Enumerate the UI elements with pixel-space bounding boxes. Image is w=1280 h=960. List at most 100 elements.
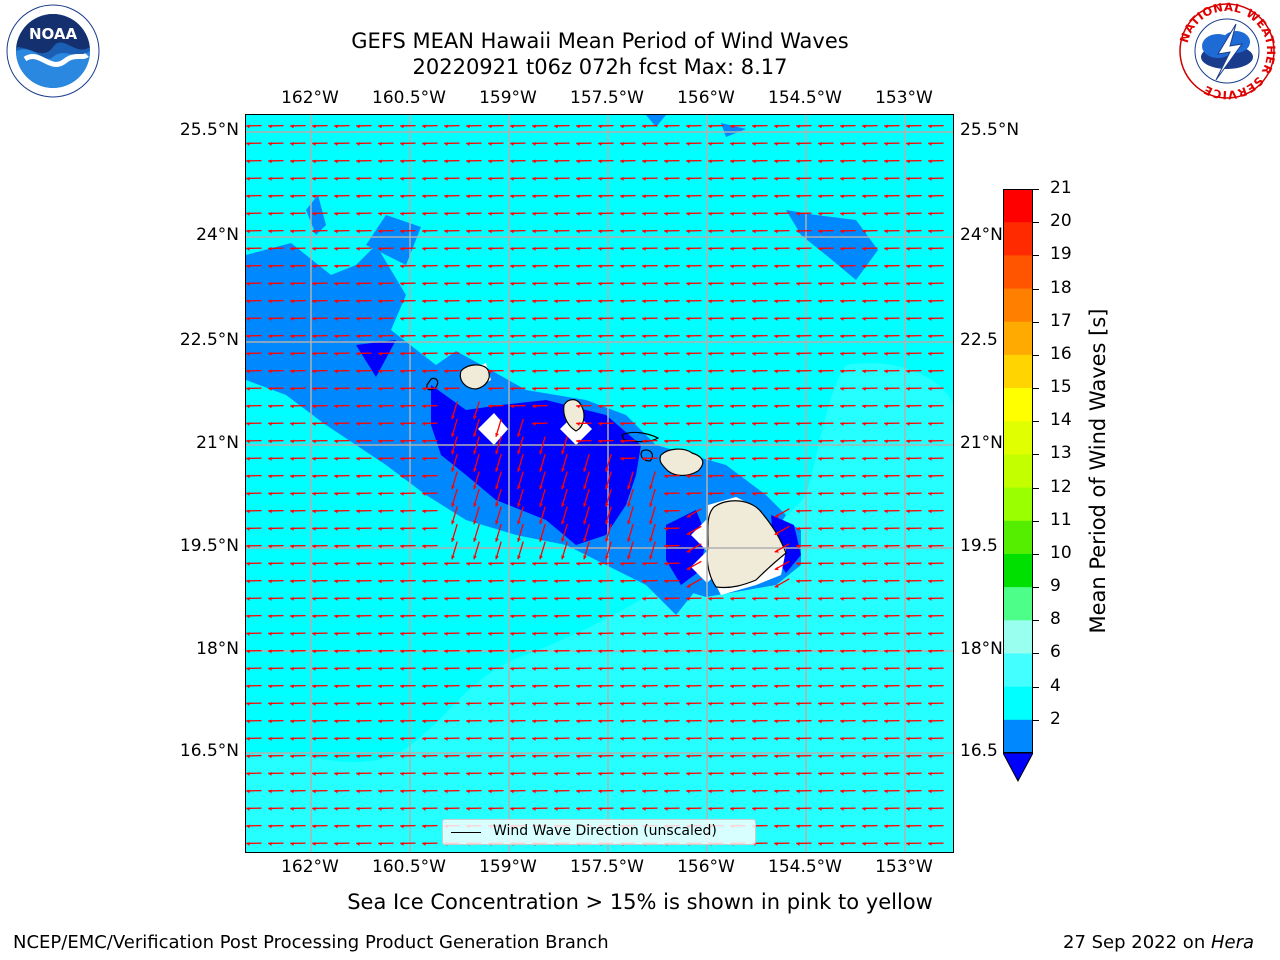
colorbar-tick-mark	[1033, 288, 1039, 290]
colorbar-tick-label: 10	[1050, 542, 1072, 563]
wave-direction-arrowhead	[664, 352, 668, 356]
wave-direction-arrowhead	[510, 649, 514, 654]
wave-direction-arrowhead	[268, 264, 272, 269]
wave-direction-arrowhead	[774, 299, 778, 304]
wave-direction-arrowhead	[576, 177, 580, 181]
wave-direction-arrowhead	[356, 299, 360, 304]
wave-direction-arrowhead	[312, 299, 316, 304]
wave-direction-arrowhead	[488, 719, 492, 724]
wave-direction-arrowhead	[620, 177, 624, 181]
wave-direction-arrowhead	[796, 614, 800, 619]
wave-direction-arrowhead	[444, 299, 448, 304]
wave-direction-arrowhead	[906, 737, 910, 741]
colorbar-tick-label: 11	[1050, 509, 1072, 530]
wave-direction-arrowhead	[334, 789, 338, 794]
wave-direction-arrowhead	[598, 387, 602, 391]
wave-direction-arrowhead	[708, 754, 712, 759]
wave-direction-arrowhead	[554, 194, 558, 199]
wave-direction-arrowhead	[268, 299, 272, 304]
wave-direction-arrowhead	[532, 194, 536, 199]
wave-direction-arrowhead	[752, 474, 756, 479]
wave-direction-arrowhead	[451, 415, 455, 420]
wave-direction-arrowhead	[605, 485, 609, 490]
wave-direction-arrowhead	[356, 159, 360, 164]
wave-direction-arrowhead	[466, 702, 470, 706]
wave-direction-arrowhead	[400, 439, 404, 444]
wave-direction-arrowhead	[686, 632, 690, 636]
wave-direction-arrowhead	[730, 177, 734, 181]
wave-direction-arrowhead	[605, 520, 609, 525]
wave-direction-arrowhead	[598, 667, 602, 671]
wave-direction-arrowhead	[554, 334, 558, 339]
wave-direction-arrowhead	[818, 579, 822, 584]
wave-direction-arrowhead	[268, 317, 272, 321]
wave-direction-arrowhead	[906, 719, 910, 724]
wave-direction-arrowhead	[466, 737, 470, 741]
wave-direction-arrowhead	[840, 247, 844, 251]
wave-direction-arrowhead	[649, 537, 653, 542]
wave-direction-arrowhead	[312, 632, 316, 636]
wave-direction-arrowhead	[620, 667, 624, 671]
wave-direction-arrowhead	[312, 159, 316, 164]
wave-direction-arrowhead	[642, 737, 646, 741]
wave-direction-arrowhead	[583, 502, 587, 507]
wave-direction-arrowhead	[686, 369, 690, 374]
wave-direction-arrowhead	[774, 702, 778, 706]
wave-direction-arrowhead	[840, 317, 844, 321]
wave-direction-arrowhead	[928, 299, 932, 304]
wave-direction-arrowhead	[246, 177, 250, 181]
wave-direction-arrowhead	[730, 597, 734, 601]
wave-direction-arrowhead	[517, 555, 521, 560]
wave-direction-arrowhead	[422, 142, 426, 146]
wave-direction-arrowhead	[642, 177, 646, 181]
wave-direction-arrowhead	[598, 789, 602, 794]
wave-direction-arrowhead	[444, 614, 448, 619]
wave-direction-arrowhead	[495, 537, 499, 542]
wave-direction-arrowhead	[818, 824, 822, 829]
wave-direction-arrowhead	[378, 317, 382, 321]
wave-direction-arrowhead	[620, 352, 624, 356]
island-hawaii	[706, 500, 787, 589]
wave-direction-arrowhead	[356, 614, 360, 619]
wave-direction-arrowhead	[730, 194, 734, 199]
wave-direction-arrowhead	[664, 194, 668, 199]
wave-direction-arrowhead	[312, 317, 316, 321]
wave-direction-arrowhead	[605, 555, 609, 560]
wave-direction-arrowhead	[290, 492, 294, 496]
wave-direction-arrowhead	[796, 369, 800, 374]
wave-direction-arrowhead	[906, 842, 910, 846]
wave-direction-arrowhead	[928, 404, 932, 409]
wave-direction-arrowhead	[510, 807, 514, 811]
wave-direction-arrowhead	[576, 334, 580, 339]
wave-direction-arrowhead	[334, 754, 338, 759]
wave-direction-arrowhead	[796, 334, 800, 339]
wave-direction-arrowhead	[620, 212, 624, 216]
wave-direction-arrowhead	[422, 457, 426, 461]
wave-direction-arrowhead	[708, 159, 712, 164]
wave-direction-arrowhead	[451, 467, 455, 472]
wave-direction-arrowhead	[598, 719, 602, 724]
wave-direction-arrowhead	[312, 282, 316, 286]
wave-direction-arrowhead	[620, 229, 624, 234]
wave-direction-arrowhead	[290, 632, 294, 636]
wave-direction-arrowhead	[488, 649, 492, 654]
wave-direction-arrowhead	[686, 531, 691, 536]
wave-direction-arrowhead	[539, 485, 543, 490]
wave-direction-arrowhead	[818, 194, 822, 199]
wave-direction-arrowhead	[818, 684, 822, 689]
wave-direction-arrowhead	[576, 754, 580, 759]
wave-direction-arrowhead	[884, 229, 888, 234]
wave-direction-arrowhead	[664, 369, 668, 374]
wave-direction-arrowhead	[862, 684, 866, 689]
wave-direction-arrowhead	[532, 422, 536, 426]
wave-direction-arrowhead	[884, 667, 888, 671]
wave-direction-arrowhead	[884, 212, 888, 216]
wave-direction-arrowhead	[884, 124, 888, 129]
wave-direction-arrowhead	[620, 807, 624, 811]
wave-direction-arrowhead	[334, 264, 338, 269]
wave-direction-arrowhead	[818, 352, 822, 356]
wave-direction-arrowhead	[840, 177, 844, 181]
wave-direction-arrowhead	[862, 579, 866, 584]
wave-direction-arrowhead	[642, 229, 646, 234]
colorbar-tick-mark	[1033, 719, 1039, 721]
